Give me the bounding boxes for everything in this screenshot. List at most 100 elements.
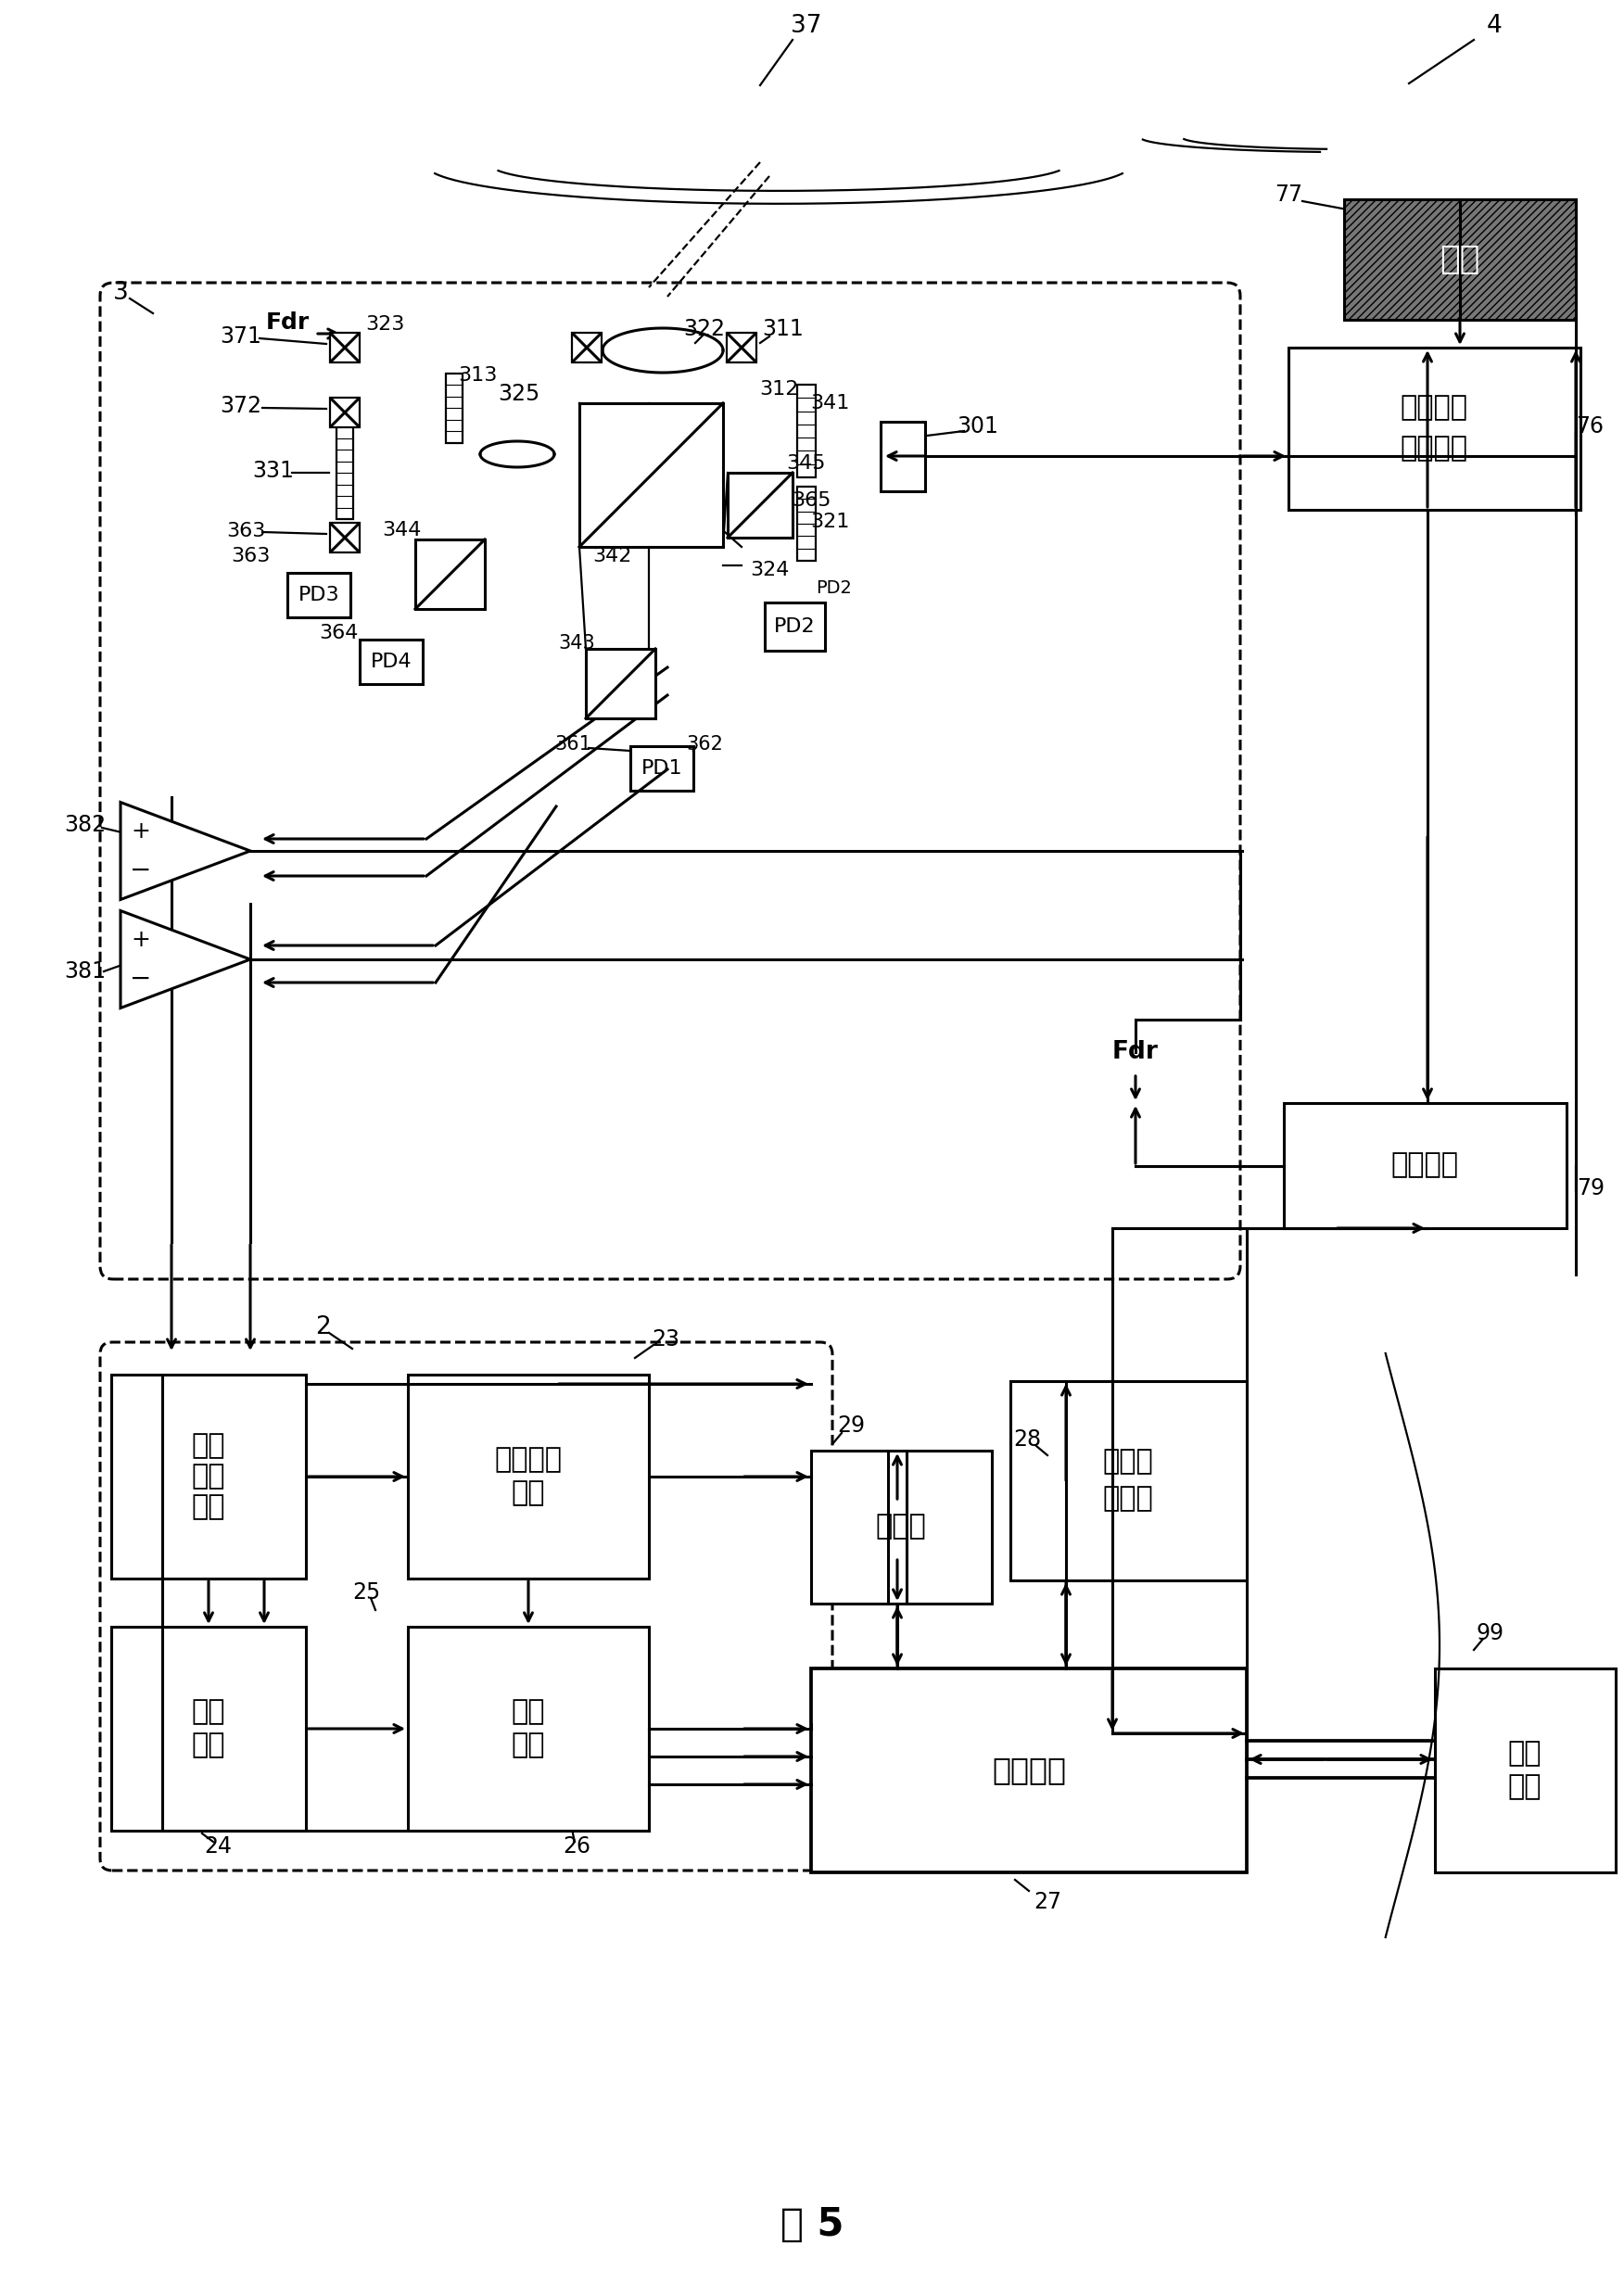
Text: 362: 362 [685,735,723,753]
Text: 3: 3 [112,281,128,306]
Bar [287,573,351,616]
Text: 处理: 处理 [192,1463,226,1491]
Text: 324: 324 [750,562,789,580]
Polygon shape [120,911,250,1009]
Text: 伺服电路: 伺服电路 [1390,1151,1458,1178]
Bar [408,1374,650,1578]
Text: PD2: PD2 [817,580,853,598]
Bar [1345,199,1575,320]
Text: 343: 343 [559,635,594,653]
Text: 365: 365 [791,491,831,509]
Text: 311: 311 [763,317,804,340]
Text: 24: 24 [205,1836,232,1858]
Polygon shape [481,441,554,468]
Bar [336,427,352,518]
Bar [110,1374,305,1578]
Text: 地址检测: 地址检测 [495,1447,562,1473]
Text: 微处理器: 微处理器 [992,1756,1065,1785]
Text: +: + [132,929,151,952]
Text: 363: 363 [226,523,265,541]
Bar [580,404,723,548]
Text: 372: 372 [221,395,261,418]
Text: 321: 321 [810,514,849,532]
Text: 25: 25 [352,1582,380,1603]
Text: 激光器: 激光器 [1103,1447,1153,1475]
Text: 363: 363 [231,548,270,566]
Bar [765,603,825,651]
Text: 381: 381 [65,961,106,982]
Text: 382: 382 [65,813,106,836]
Text: 341: 341 [810,395,849,413]
Text: 信号: 信号 [192,1431,226,1459]
Text: 312: 312 [758,379,799,400]
Text: 364: 364 [318,623,357,642]
Bar [330,523,359,552]
Bar [1010,1381,1247,1580]
Bar [797,384,815,477]
Text: 301: 301 [957,416,999,438]
Text: 电路: 电路 [192,1733,226,1758]
Text: PD3: PD3 [299,587,339,605]
Bar [797,486,815,562]
Text: Fdr: Fdr [1112,1041,1158,1064]
Text: 99: 99 [1476,1623,1504,1644]
Bar [1345,199,1575,320]
Text: −: − [130,858,151,884]
Text: 322: 322 [684,317,726,340]
Text: 79: 79 [1577,1178,1605,1199]
Bar [359,639,422,685]
Text: 361: 361 [554,735,591,753]
Text: 装置: 装置 [1509,1774,1541,1801]
Text: 345: 345 [786,454,827,473]
Text: PD1: PD1 [641,760,682,779]
Text: PD4: PD4 [370,653,412,671]
Text: 2: 2 [315,1315,330,1340]
Text: 图 5: 图 5 [780,2205,844,2244]
Bar [1436,1669,1616,1872]
Text: 313: 313 [458,365,497,384]
Text: 28: 28 [1013,1429,1041,1450]
Bar [728,473,793,537]
Bar [630,747,693,790]
Text: 344: 344 [382,521,421,539]
Bar [1285,1103,1567,1228]
Text: 23: 23 [651,1329,679,1352]
Polygon shape [603,329,723,372]
Text: 331: 331 [253,459,294,482]
Text: 上位: 上位 [1509,1740,1541,1767]
Text: PD2: PD2 [773,616,815,637]
Bar [586,648,656,719]
Bar [726,333,757,363]
Bar [572,333,601,363]
Bar [810,1669,1247,1872]
Text: 4: 4 [1486,14,1502,39]
Text: 解码: 解码 [512,1699,546,1726]
Text: 驱动器: 驱动器 [1103,1486,1153,1511]
Bar [330,333,359,363]
Text: 76: 76 [1575,416,1603,438]
Text: 29: 29 [836,1415,866,1436]
Polygon shape [120,801,250,900]
Bar [880,422,926,491]
Text: 323: 323 [365,315,404,333]
Text: 电路: 电路 [512,1733,546,1758]
Bar [408,1628,650,1831]
Text: −: − [130,966,151,991]
Text: 77: 77 [1275,183,1302,205]
Text: 电机: 电机 [1440,244,1479,276]
Text: 371: 371 [221,326,261,347]
Text: 27: 27 [1033,1890,1062,1913]
Text: 342: 342 [593,548,632,566]
Bar [330,397,359,427]
Bar [447,372,463,443]
Bar [416,539,486,610]
Bar [1288,347,1580,509]
Text: 电路: 电路 [192,1493,226,1520]
Text: +: + [132,820,151,842]
Text: 电路: 电路 [512,1479,546,1507]
Text: 37: 37 [791,14,822,39]
Text: 325: 325 [499,384,541,404]
Text: 解调: 解调 [192,1699,226,1726]
Text: Fdr: Fdr [265,310,309,333]
Text: 自动位置: 自动位置 [1400,395,1468,422]
